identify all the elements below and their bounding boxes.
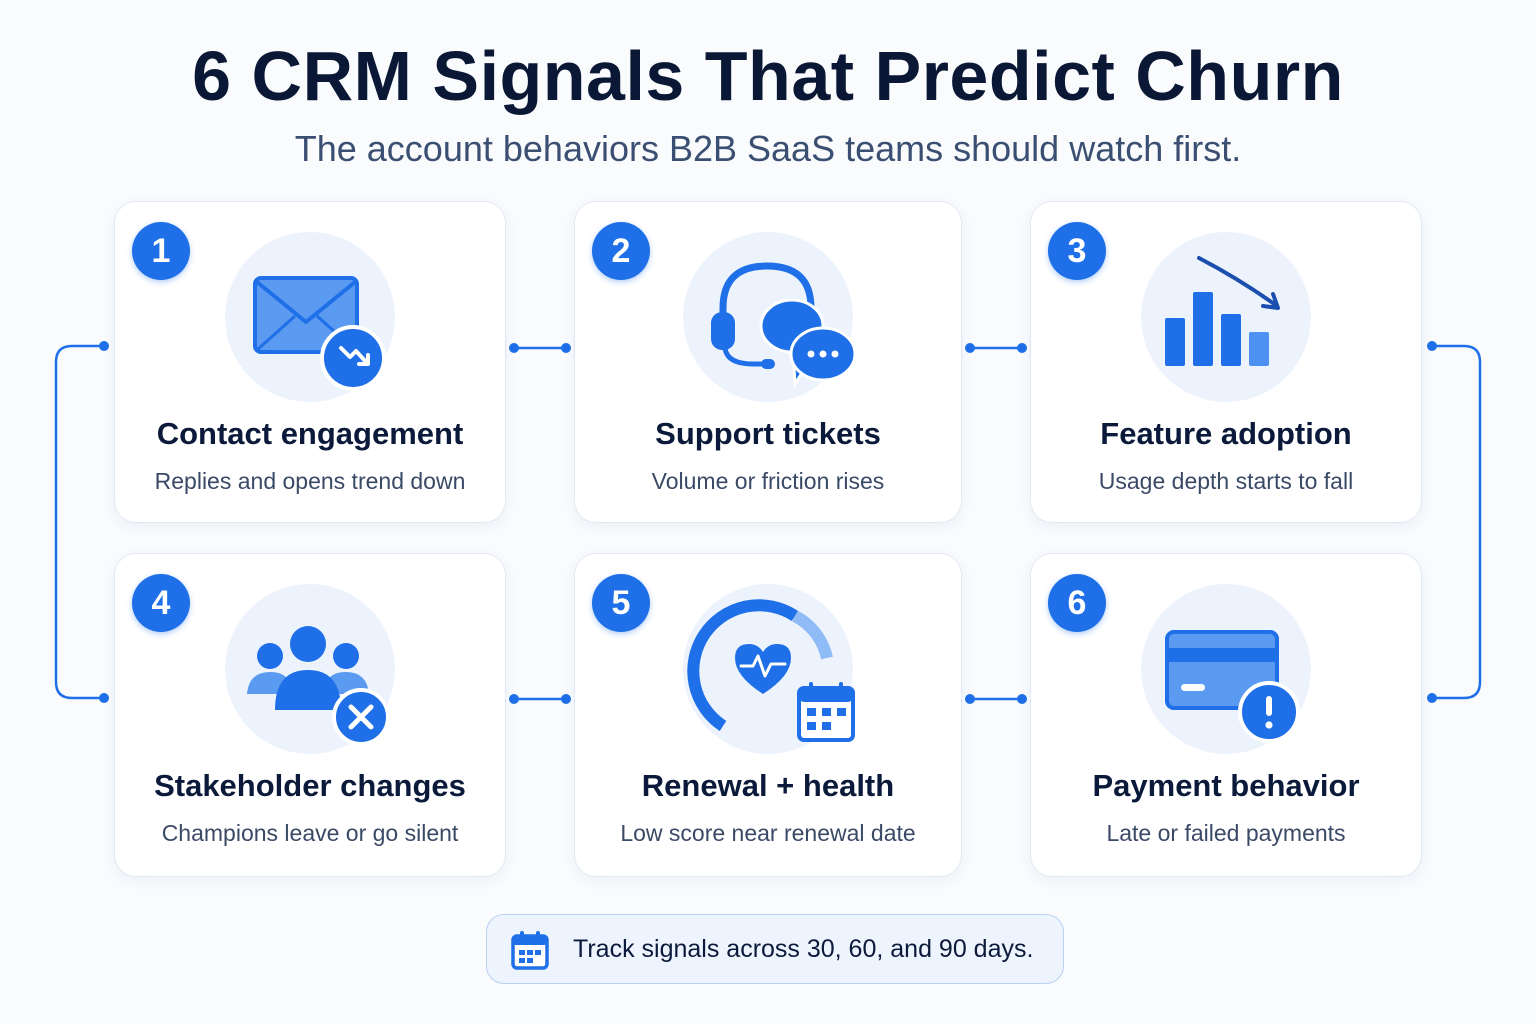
email-trend-down-icon bbox=[225, 232, 395, 402]
card-description: Late or failed payments bbox=[1106, 820, 1346, 846]
signal-card-renewal-health: 5 Renewal + health Low score near renewa… bbox=[574, 553, 962, 877]
credit-card-alert-icon bbox=[1141, 584, 1311, 754]
step-number-badge: 5 bbox=[592, 574, 650, 632]
signal-card-support-tickets: 2 Support tickets Volume or friction ris… bbox=[574, 201, 962, 523]
signal-card-contact-engagement: 1 Contact engagement Replies and opens t… bbox=[114, 201, 506, 523]
page-subtitle: The account behaviors B2B SaaS teams sho… bbox=[294, 128, 1242, 169]
card-title: Payment behavior bbox=[1092, 768, 1360, 803]
signal-card-payment-behavior: 6 Payment behavior Late or failed paymen… bbox=[1030, 553, 1422, 877]
footer-note: Track signals across 30, 60, and 90 days… bbox=[486, 914, 1064, 984]
step-number-badge: 1 bbox=[132, 222, 190, 280]
health-gauge-calendar-icon bbox=[683, 584, 855, 754]
signal-card-feature-adoption: 3 Feature adoption Usage depth starts to… bbox=[1030, 201, 1422, 523]
card-description: Volume or friction rises bbox=[651, 468, 885, 494]
card-description: Replies and opens trend down bbox=[154, 468, 466, 494]
step-number-badge: 2 bbox=[592, 222, 650, 280]
card-title: Feature adoption bbox=[1100, 416, 1352, 451]
step-number-badge: 6 bbox=[1048, 574, 1106, 632]
card-title: Renewal + health bbox=[641, 768, 895, 803]
users-remove-icon bbox=[225, 584, 395, 754]
calendar-icon bbox=[509, 929, 551, 976]
step-number-badge: 3 bbox=[1048, 222, 1106, 280]
card-description: Champions leave or go silent bbox=[161, 820, 459, 846]
connector-left-loop bbox=[54, 344, 104, 700]
connector-right-loop bbox=[1432, 344, 1482, 700]
headset-chat-icon bbox=[683, 232, 857, 402]
card-description: Usage depth starts to fall bbox=[1098, 468, 1354, 494]
footer-text: Track signals across 30, 60, and 90 days… bbox=[573, 935, 1034, 963]
page-title: 6 CRM Signals That Predict Churn bbox=[192, 37, 1344, 115]
card-title: Stakeholder changes bbox=[154, 768, 466, 803]
card-title: Support tickets bbox=[655, 416, 881, 451]
card-title: Contact engagement bbox=[156, 416, 464, 451]
step-number-badge: 4 bbox=[132, 574, 190, 632]
bar-chart-decline-icon bbox=[1141, 232, 1311, 402]
card-description: Low score near renewal date bbox=[620, 820, 916, 846]
signal-card-stakeholder-changes: 4 Stakeholder changes Champions leave or… bbox=[114, 553, 506, 877]
